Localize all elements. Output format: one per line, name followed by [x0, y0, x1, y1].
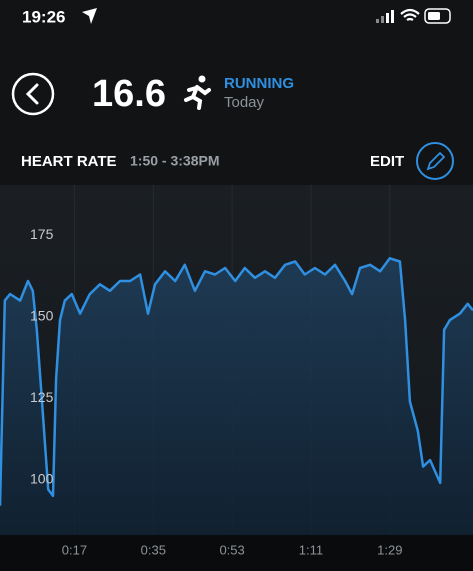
wifi-icon [400, 8, 420, 21]
activity-value: 16.6 [92, 73, 166, 115]
back-button[interactable] [11, 72, 55, 116]
x-tick-label: 0:17 [62, 542, 87, 557]
status-time: 19:26 [22, 7, 65, 26]
y-tick-label: 150 [30, 308, 54, 324]
x-tick-label: 0:35 [141, 542, 166, 557]
y-tick-label: 125 [30, 389, 54, 405]
signal-icon [376, 10, 394, 23]
edit-label[interactable]: EDIT [370, 153, 404, 170]
edit-button[interactable] [416, 142, 454, 180]
x-tick-label: 0:53 [219, 542, 244, 557]
y-tick-label: 100 [30, 470, 54, 486]
location-icon [82, 8, 97, 24]
y-tick-label: 175 [30, 226, 54, 242]
running-icon [184, 75, 211, 110]
battery-level [428, 12, 440, 20]
line-area [0, 258, 473, 535]
activity-type: RUNNING [224, 75, 294, 92]
x-tick-label: 1:11 [299, 542, 323, 557]
battery-icon [424, 8, 451, 24]
line [0, 257, 473, 506]
back-chevron [25, 83, 39, 105]
x-axis-bar [0, 535, 473, 571]
activity-day: Today [224, 94, 265, 111]
section-range: 1:50 - 3:38PM [130, 153, 219, 169]
x-tick-label: 1:29 [377, 542, 402, 557]
pencil-icon [426, 151, 446, 171]
section-title: HEART RATE [21, 153, 117, 170]
